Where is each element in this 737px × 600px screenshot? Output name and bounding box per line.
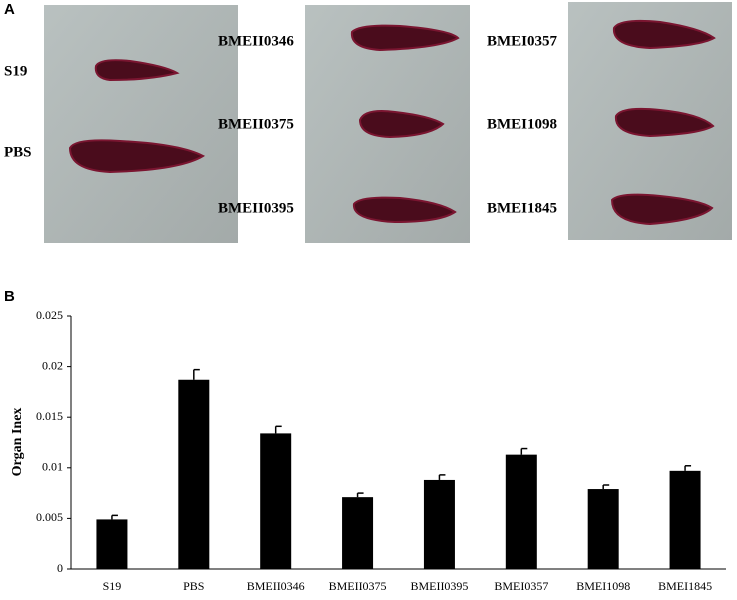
panel-label: B: [4, 288, 15, 305]
bar: [178, 379, 210, 569]
x-tick-label: BMEI1098: [576, 579, 630, 593]
bar: [669, 470, 701, 569]
x-tick-label: PBS: [183, 579, 204, 593]
x-tick-label: BMEI0357: [494, 579, 548, 593]
photo-label: BMEI0357: [487, 33, 558, 49]
photo: [44, 5, 238, 243]
bar: [505, 454, 537, 569]
panel-label: A: [4, 1, 15, 18]
photo-label: S19: [4, 63, 27, 79]
bar: [342, 497, 374, 569]
y-tick-label: 0: [57, 561, 63, 575]
bar: [587, 489, 619, 569]
photo-label: PBS: [4, 144, 32, 160]
x-tick-label: BMEII0375: [329, 579, 387, 593]
x-tick-label: BMEII0346: [247, 579, 305, 593]
bar: [96, 519, 128, 569]
spleens: [68, 19, 716, 226]
y-axis-label: Organ Inex: [10, 408, 25, 477]
y-tick-label: 0.01: [42, 460, 63, 474]
x-tick-label: S19: [103, 579, 122, 593]
y-tick-label: 0.025: [36, 308, 63, 322]
x-tick-label: BMEII0395: [410, 579, 468, 593]
bar: [423, 479, 455, 569]
y-tick-label: 0.02: [42, 358, 63, 372]
bar: [260, 433, 292, 569]
photo-label: BMEII0346: [218, 33, 294, 49]
photo-label: BMEII0375: [218, 116, 294, 132]
x-tick-label: BMEI1845: [658, 579, 712, 593]
y-tick-label: 0.015: [36, 409, 63, 423]
photo-label: BMEI1845: [487, 200, 557, 216]
photo-label: BMEI1098: [487, 116, 557, 132]
photo-label: BMEII0395: [218, 200, 294, 216]
y-tick-label: 0.005: [36, 510, 63, 524]
